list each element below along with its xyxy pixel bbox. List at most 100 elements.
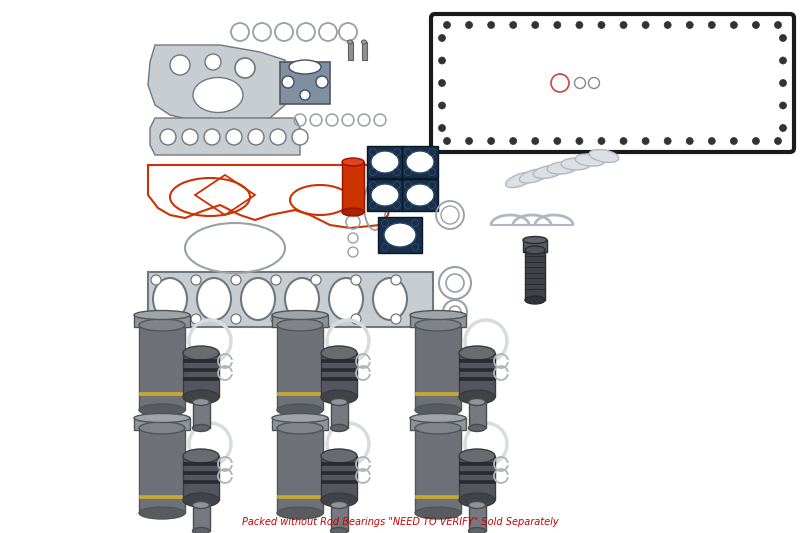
Circle shape [370,168,377,175]
Circle shape [300,90,310,100]
Circle shape [231,314,241,324]
Ellipse shape [183,390,219,404]
Circle shape [664,21,671,28]
Bar [183,353,219,397]
Circle shape [620,21,627,28]
Circle shape [620,138,627,144]
Bar [321,353,357,397]
Bar [321,368,357,370]
Bar [469,505,486,531]
Ellipse shape [347,40,353,44]
Circle shape [191,275,201,285]
Ellipse shape [362,40,366,44]
Ellipse shape [342,208,364,216]
Bar [183,359,219,361]
Circle shape [271,314,281,324]
Ellipse shape [589,150,619,163]
Circle shape [730,21,738,28]
Circle shape [429,168,435,175]
Polygon shape [148,45,290,122]
Ellipse shape [459,493,495,507]
Bar [139,428,185,513]
Circle shape [370,201,377,208]
Bar [459,353,495,397]
Circle shape [753,21,759,28]
Circle shape [311,275,321,285]
Ellipse shape [139,422,185,434]
FancyBboxPatch shape [431,14,794,152]
Bar [410,315,466,327]
Bar [183,462,219,464]
Ellipse shape [575,154,605,166]
Bar [362,42,367,60]
Circle shape [554,21,561,28]
Bar [280,62,330,104]
Bar [459,480,495,482]
Ellipse shape [533,166,563,179]
Circle shape [443,21,450,28]
Circle shape [170,55,190,75]
Circle shape [411,244,418,251]
Bar [277,392,323,395]
Bar [321,462,357,464]
Ellipse shape [330,502,347,508]
Circle shape [411,220,418,227]
Circle shape [394,182,401,189]
Ellipse shape [469,502,486,508]
Circle shape [391,275,401,285]
Ellipse shape [561,158,591,170]
Circle shape [554,138,561,144]
Polygon shape [150,118,300,155]
Ellipse shape [469,399,486,406]
Ellipse shape [193,424,210,432]
Circle shape [405,168,411,175]
Ellipse shape [153,278,187,320]
Circle shape [151,314,161,324]
Ellipse shape [139,319,185,331]
Bar [183,368,219,370]
Circle shape [510,138,517,144]
Circle shape [204,129,220,145]
Ellipse shape [183,493,219,507]
Bar [183,480,219,482]
Ellipse shape [415,404,461,416]
Ellipse shape [277,404,323,416]
Circle shape [270,129,286,145]
Circle shape [774,21,782,28]
Ellipse shape [373,278,407,320]
Ellipse shape [459,346,495,360]
Circle shape [779,79,786,86]
Ellipse shape [371,184,399,206]
Ellipse shape [330,399,347,406]
Ellipse shape [289,60,321,74]
Bar [415,428,461,513]
Circle shape [532,138,538,144]
Ellipse shape [193,399,210,406]
Ellipse shape [193,502,210,508]
Circle shape [510,21,517,28]
Circle shape [311,314,321,324]
Circle shape [466,138,473,144]
Circle shape [779,102,786,109]
Bar [331,505,348,531]
Ellipse shape [384,223,416,247]
Ellipse shape [277,507,323,519]
Ellipse shape [406,151,434,173]
Bar [459,377,495,379]
Bar [378,217,422,253]
Bar [193,402,210,428]
Circle shape [391,314,401,324]
Bar [272,315,328,327]
Circle shape [292,129,308,145]
Circle shape [730,138,738,144]
Circle shape [488,21,494,28]
Circle shape [205,54,221,70]
Ellipse shape [285,278,319,320]
Bar [410,418,466,430]
Bar [367,179,403,211]
Bar [523,240,547,252]
Ellipse shape [547,162,577,174]
Ellipse shape [193,77,243,112]
Circle shape [151,275,161,285]
Ellipse shape [525,296,545,304]
